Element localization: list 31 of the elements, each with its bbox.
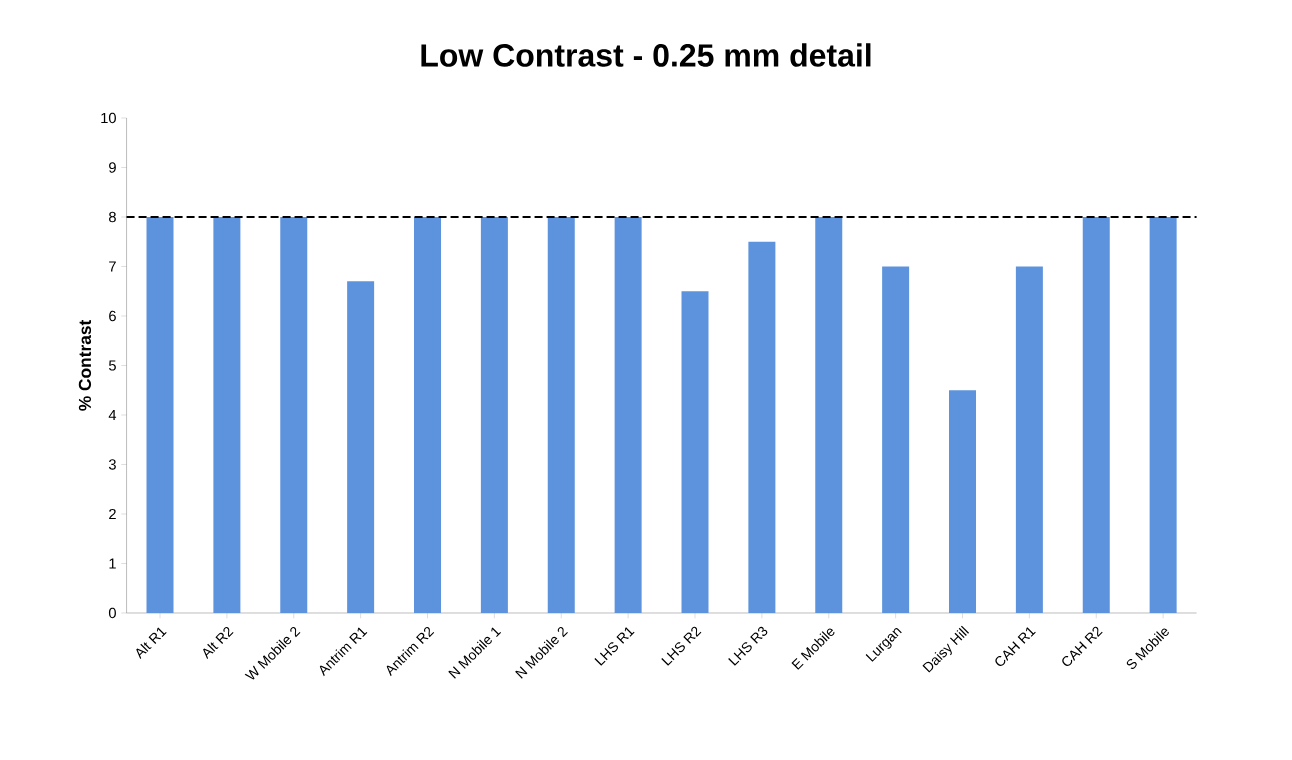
bar: [1015, 266, 1043, 613]
y-tick-label: 4: [108, 409, 117, 421]
y-tick-label: 1: [109, 558, 116, 569]
y-axis-title: % Contrast: [78, 319, 92, 411]
x-tick-label: Alt R1: [136, 627, 167, 660]
bar: [949, 390, 976, 613]
x-tick-label: Alt R2: [203, 626, 234, 660]
bar: [146, 216, 174, 613]
y-tick-label: 8: [109, 211, 116, 223]
bar: [1149, 216, 1177, 613]
bar: [280, 216, 308, 613]
bar: [681, 291, 709, 613]
y-tick-label: 0: [108, 607, 116, 619]
bar: [414, 216, 442, 613]
bar: [213, 216, 241, 613]
y-tick-label: 6: [109, 310, 116, 322]
bar: [347, 281, 375, 613]
y-tick-label: 9: [109, 162, 116, 173]
bar: [748, 241, 776, 613]
bar: [480, 216, 508, 613]
y-tick-label: 3: [108, 459, 116, 470]
bar: [815, 216, 843, 613]
bar: [614, 216, 642, 613]
y-tick-label: 2: [109, 508, 116, 520]
chart-title: Low Contrast - 0.25 mm detail: [421, 43, 871, 67]
y-tick-label: 5: [108, 360, 116, 371]
y-tick-label: 7: [109, 261, 116, 272]
y-tick-label: 10: [101, 112, 116, 124]
bar: [1082, 216, 1110, 613]
bar: [547, 216, 575, 613]
bar: [882, 266, 910, 613]
